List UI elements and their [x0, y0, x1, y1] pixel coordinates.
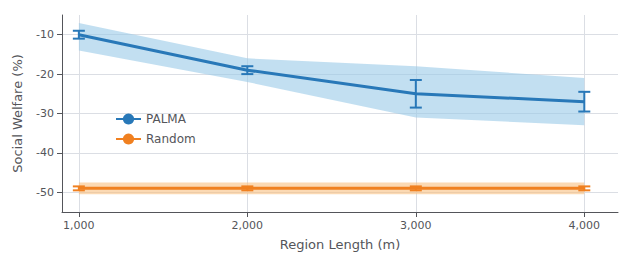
svg-text:4,000: 4,000: [569, 219, 601, 232]
svg-text:2,000: 2,000: [232, 219, 264, 232]
svg-text:Random: Random: [146, 132, 196, 146]
svg-text:PALMA: PALMA: [146, 112, 187, 126]
svg-text:3,000: 3,000: [400, 219, 432, 232]
svg-text:1,000: 1,000: [63, 219, 95, 232]
svg-text:-20: -20: [36, 68, 54, 81]
svg-text:-10: -10: [36, 28, 54, 41]
svg-text:-50: -50: [36, 186, 54, 199]
svg-text:Social Welfare (%): Social Welfare (%): [10, 54, 25, 173]
svg-text:-30: -30: [36, 107, 54, 120]
svg-text:Region Length (m): Region Length (m): [280, 237, 400, 252]
svg-text:-40: -40: [36, 146, 54, 159]
